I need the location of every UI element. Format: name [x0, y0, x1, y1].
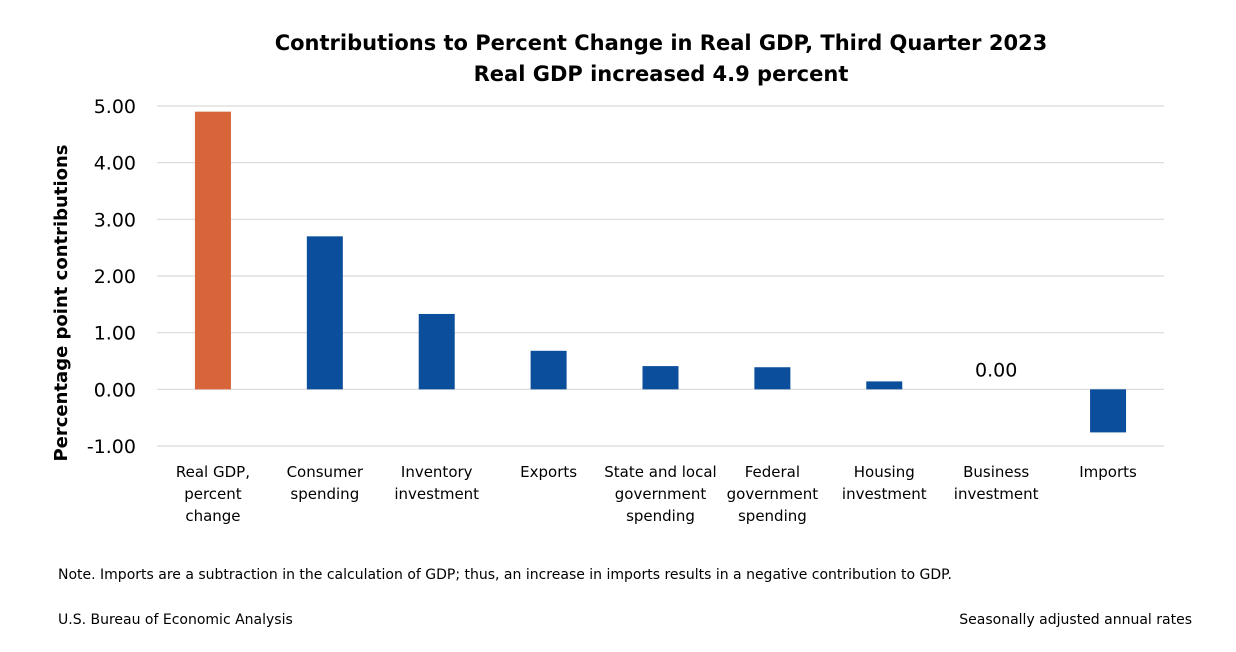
x-tick-line: Exports: [520, 463, 577, 481]
x-tick-line: Business: [963, 463, 1029, 481]
x-tick-label: Consumer spending: [287, 463, 364, 503]
x-tick-label: Exports: [520, 463, 577, 481]
gdp-contributions-chart: Contributions to Percent Change in Real …: [51, 31, 1164, 525]
bar: [530, 350, 567, 390]
x-tick-line: spending: [738, 507, 807, 525]
y-tick-label: 1.00: [94, 323, 136, 345]
x-tick-label: State and local government spending: [604, 463, 716, 525]
x-tick-line: spending: [626, 507, 695, 525]
x-tick-label: Business investment: [954, 463, 1039, 503]
chart-title: Contributions to Percent Change in Real …: [275, 31, 1048, 55]
x-tick-line: investment: [954, 485, 1039, 503]
bar: [754, 367, 791, 390]
x-tick-line: change: [185, 507, 240, 525]
x-tick-line: government: [727, 485, 819, 503]
x-tick-line: Consumer: [287, 463, 364, 481]
y-tick-label: -1.00: [87, 436, 136, 458]
x-tick-line: State and local: [604, 463, 716, 481]
x-tick-line: spending: [290, 485, 359, 503]
y-tick-label: 4.00: [94, 153, 136, 175]
bar: [418, 313, 455, 390]
x-tick-line: Housing: [854, 463, 915, 481]
y-tick-label: 2.00: [94, 266, 136, 288]
rates-label: Seasonally adjusted annual rates: [959, 612, 1192, 628]
y-tick-label: 5.00: [94, 96, 136, 118]
x-tick-line: Imports: [1079, 463, 1137, 481]
x-tick-line: investment: [842, 485, 927, 503]
source-label: U.S. Bureau of Economic Analysis: [58, 612, 293, 628]
y-tick-label: 3.00: [94, 209, 136, 231]
x-tick-label: Real GDP, percent change: [176, 463, 250, 525]
y-axis-label: Percentage point contributions: [51, 144, 72, 461]
x-tick-line: Real GDP,: [176, 463, 250, 481]
x-tick-label: Imports: [1079, 463, 1137, 481]
x-tick-line: Federal: [745, 463, 800, 481]
x-axis-ticks: Real GDP, percent change Consumer spending In…: [176, 463, 1137, 525]
data-label: 0.00: [975, 359, 1017, 381]
bar: [1090, 389, 1127, 433]
data-labels: 0.00: [975, 359, 1017, 381]
x-tick-label: Inventory investment: [394, 463, 479, 503]
y-axis-ticks: 5.00 4.00 3.00 2.00 1.00 0.00 -1.00: [87, 96, 136, 458]
x-tick-label: Housing investment: [842, 463, 927, 503]
footnote: Note. Imports are a subtraction in the c…: [58, 567, 952, 583]
x-tick-label: Federal government spending: [727, 463, 819, 525]
bar: [306, 236, 343, 390]
bar: [866, 381, 903, 390]
x-tick-line: investment: [394, 485, 479, 503]
bar: [194, 111, 231, 390]
chart-subtitle: Real GDP increased 4.9 percent: [474, 62, 849, 86]
x-tick-line: Inventory: [401, 463, 473, 481]
bar: [642, 366, 679, 390]
x-tick-line: government: [615, 485, 707, 503]
bars: [194, 111, 1127, 433]
x-tick-line: percent: [184, 485, 242, 503]
y-tick-label: 0.00: [94, 379, 136, 401]
